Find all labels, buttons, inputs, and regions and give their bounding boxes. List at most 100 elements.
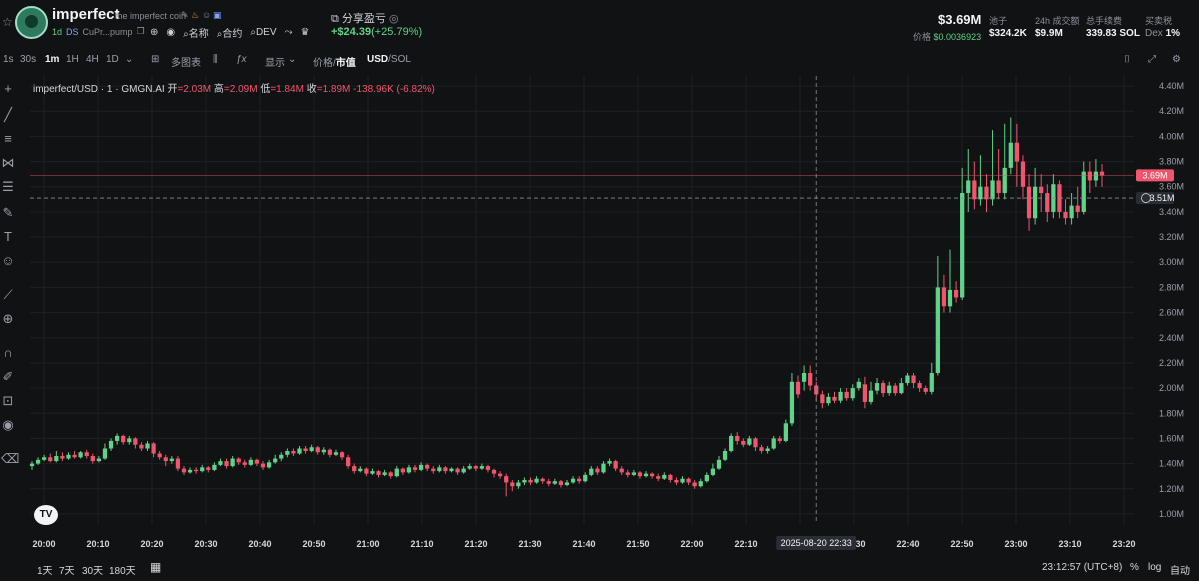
display-chevron-icon[interactable]: ⌄ (288, 54, 297, 65)
interval-1s[interactable]: 1s (3, 54, 14, 65)
candle-body (42, 457, 47, 460)
legend-low: =1.84M (270, 84, 304, 95)
candle-body (528, 479, 533, 483)
search-name-label: 名称 (188, 29, 209, 40)
compare-icon[interactable]: ⫼ (213, 54, 218, 65)
candle-body (753, 438, 758, 448)
trash-icon[interactable]: ⌫ (1, 451, 20, 466)
interval-1h[interactable]: 1H (66, 54, 79, 65)
zoom-icon[interactable]: ⊕ (2, 311, 14, 326)
legend-change: -138.96K (-6.82%) (353, 84, 435, 95)
clock-time[interactable]: 23:12:57 (UTC+8) (1042, 562, 1123, 573)
candle-body (35, 459, 41, 464)
legend-symbol: imperfect/USD · 1 · GMGN.AI (33, 84, 165, 95)
candle-body (327, 449, 333, 455)
candle-body (127, 438, 132, 443)
candle-body (412, 467, 418, 470)
x-tick-label: 20:50 (302, 539, 325, 549)
currency-toggle[interactable]: USD/SOL (367, 54, 411, 65)
range-30d[interactable]: 30天 (82, 566, 104, 577)
settings-gear-icon[interactable]: ⚙ (1172, 54, 1181, 65)
fib-icon[interactable]: ☰ (2, 179, 14, 194)
candle-body (704, 474, 709, 482)
horizontal-lines-icon[interactable]: ≡ (4, 131, 12, 146)
legend-low-label: 低 (260, 84, 271, 95)
candle-body (874, 383, 880, 391)
y-tick-label: 1.80M (1159, 408, 1184, 418)
hat-icon[interactable]: ♛ (300, 27, 310, 38)
multi-chart-button[interactable]: 多图表 (171, 58, 201, 69)
visibility-eye-icon[interactable]: ◉ (2, 417, 14, 432)
candle-body (485, 466, 491, 470)
text-icon[interactable]: T (4, 229, 12, 244)
pool-value: $324.2K (989, 28, 1027, 39)
interval-30s[interactable]: 30s (20, 54, 37, 65)
interval-1d[interactable]: 1D (106, 54, 119, 65)
x-tick-label: 20:20 (140, 539, 163, 549)
range-7d[interactable]: 7天 (59, 566, 75, 577)
candlestick-chart-svg[interactable]: 4.40M 4.20M 4.00M 3.80M 3.60M 3.40M 3.20M 3.00M… (22, 72, 1199, 554)
token-address[interactable]: CuPr...pump (82, 26, 133, 37)
ds-badge[interactable]: DS (66, 26, 79, 37)
auto-toggle[interactable]: 自动 (1170, 566, 1190, 577)
emoji-icon[interactable]: ☺ (1, 253, 15, 268)
crosshair-icon[interactable]: + (4, 81, 12, 96)
candle-body (200, 467, 205, 472)
price-chart[interactable]: 4.40M 4.20M 4.00M 3.80M 3.60M 3.40M 3.20M 3.00M… (22, 72, 1199, 554)
candle-body (990, 180, 995, 200)
percent-toggle[interactable]: % (1130, 562, 1139, 573)
legend-close-label: 收 (306, 84, 317, 95)
interval-1m[interactable]: 1m (45, 54, 60, 65)
candle-body (917, 383, 922, 389)
web-icon[interactable]: ⊕ (150, 27, 159, 38)
range-180d[interactable]: 180天 (109, 566, 136, 577)
price-label: 价格 (913, 32, 932, 42)
last-price-tag: 3.69M (1142, 170, 1167, 180)
candle-body (248, 459, 253, 465)
candle-body (516, 482, 521, 487)
edit-icon[interactable]: ✎ (181, 10, 189, 20)
candle-body (358, 468, 363, 472)
search-name-link[interactable]: ⌕名称 (183, 29, 209, 40)
trendline-icon[interactable]: ╱ (4, 107, 12, 122)
indicator-fx-icon[interactable]: ƒx (236, 54, 247, 65)
search-contract-link[interactable]: ⌕合约 (216, 29, 243, 40)
candle-body (206, 467, 211, 470)
lock-drawing-icon[interactable]: ✐ (2, 369, 14, 384)
eye-icon[interactable]: ◎ (388, 13, 399, 25)
pnl-display: +$24.39(+25.79%) (331, 26, 422, 38)
dev-link[interactable]: ⌕DEV (250, 27, 277, 38)
copy-icon[interactable]: ❐ (136, 26, 145, 36)
people-icon[interactable]: ☺ (202, 10, 212, 20)
multi-chart-icon[interactable]: ⊞ (151, 54, 160, 65)
x-tick-label: 20:30 (194, 539, 217, 549)
favorite-star-icon[interactable]: ☆ (2, 15, 13, 29)
log-toggle[interactable]: log (1148, 562, 1162, 573)
display-button[interactable]: 显示 (265, 58, 285, 69)
lock-icon[interactable]: ⊡ (2, 393, 14, 408)
x-tick-label: 20:00 (32, 539, 55, 549)
interval-dropdown-chevron-icon[interactable]: ⌄ (125, 54, 134, 65)
interval-4h[interactable]: 4H (86, 54, 99, 65)
range-1d[interactable]: 1天 (37, 566, 53, 577)
candle-body (285, 451, 290, 455)
pattern-icon[interactable]: ⋈ (1, 155, 15, 170)
price-mcap-toggle[interactable]: 价格/市值 (313, 58, 356, 69)
tradingview-logo[interactable]: TV (34, 505, 58, 525)
candle-body (662, 474, 667, 479)
share-icon[interactable]: ⤳ (284, 27, 293, 38)
magnet-icon[interactable]: ∩ (3, 345, 13, 360)
candle-body (564, 482, 570, 485)
camera-icon[interactable]: ⌷ (1124, 54, 1130, 65)
x-tick-label: 23:10 (1058, 539, 1081, 549)
twitter-icon[interactable]: ◉ (166, 27, 176, 38)
share-pnl-button[interactable]: ⧉ 分享盈亏 ◎ (331, 10, 399, 26)
fullscreen-icon[interactable]: ⤢ (1148, 54, 1156, 65)
date-range-calendar-icon[interactable]: ▦ (150, 560, 162, 574)
verified-icon[interactable]: ▣ (213, 10, 222, 20)
candle-body (218, 461, 223, 465)
candle-body (90, 456, 95, 462)
ruler-icon[interactable]: ⟋ (3, 287, 13, 302)
candle-body (54, 456, 59, 462)
brush-icon[interactable]: ✎ (2, 205, 14, 220)
